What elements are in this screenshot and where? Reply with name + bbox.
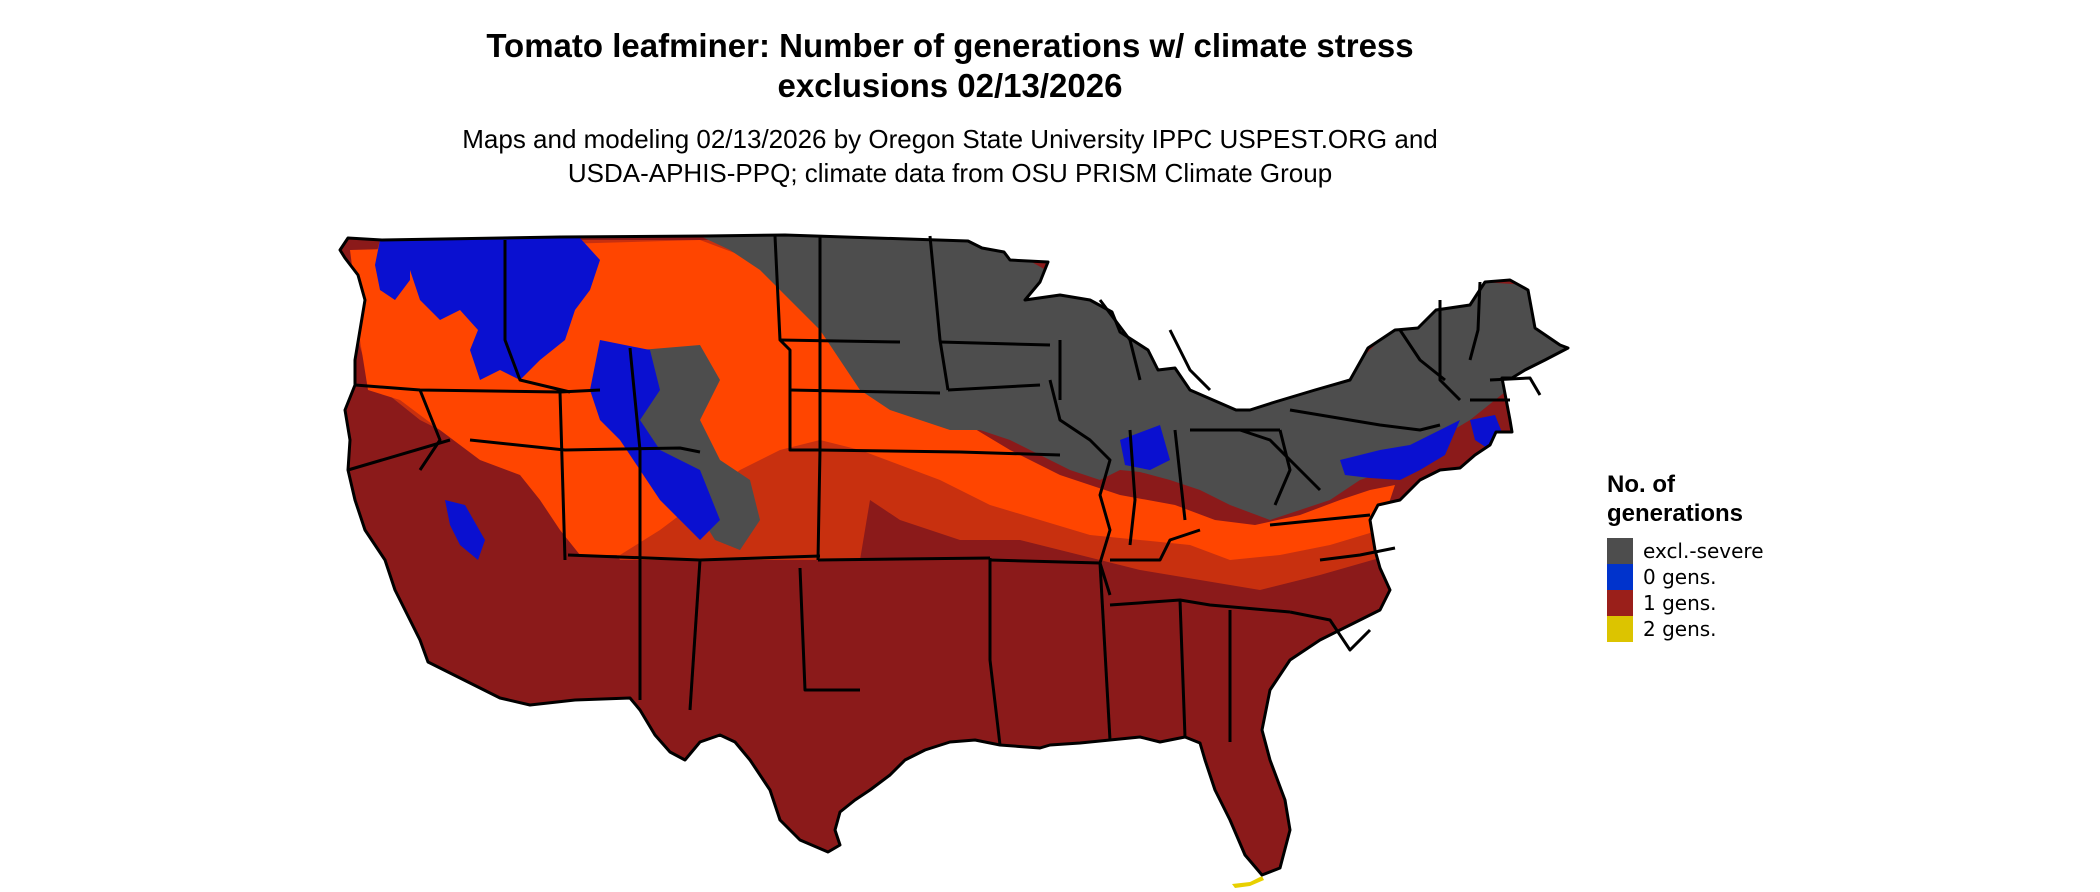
legend-item-1-gens: 1 gens. [1607, 590, 1827, 616]
zero-generation-central-rockies [590, 340, 720, 540]
map-title-line-2: exclusions 02/13/2026 [777, 67, 1123, 104]
legend-label-0-gens: 0 gens. [1643, 565, 1717, 589]
legend-swatch-0-gens [1607, 564, 1633, 590]
map-title-line-1: Tomato leafminer: Number of generations … [486, 27, 1414, 64]
legend-item-2-gens: 2 gens. [1607, 616, 1827, 642]
state-borders [338, 233, 1570, 877]
zero-generation-cascades [375, 240, 410, 300]
legend-label-1-gens: 1 gens. [1643, 591, 1717, 615]
legend-swatch-2-gens [1607, 616, 1633, 642]
two-generations-keys [1232, 876, 1264, 888]
generations-legend: No. of generations excl.-severe 0 gens. … [1607, 470, 1827, 642]
legend-title-line-2: generations [1607, 500, 1744, 527]
map-subtitle-line-2: USDA-APHIS-PPQ; climate data from OSU PR… [567, 158, 1333, 188]
legend-label-2-gens: 2 gens. [1643, 617, 1717, 641]
zero-generation-appalachians [1340, 420, 1460, 480]
legend-swatch-excluded [1607, 538, 1633, 564]
legend-title: No. of generations [1607, 470, 1827, 528]
legend-item-excluded: excl.-severe [1607, 538, 1827, 564]
legend-item-0-gens: 0 gens. [1607, 564, 1827, 590]
legend-label-excluded: excl.-severe [1643, 539, 1764, 563]
zero-generation-sierra [445, 500, 485, 560]
map-subtitle-line-1: Maps and modeling 02/13/2026 by Oregon S… [462, 124, 1438, 154]
legend-items: excl.-severe 0 gens. 1 gens. 2 gens. [1607, 538, 1827, 642]
excluded-region [700, 236, 1568, 520]
excluded-mountain-patch [630, 345, 760, 550]
one-generation-light-band [350, 240, 1395, 560]
legend-swatch-1-gens [1607, 590, 1633, 616]
legend-title-line-1: No. of [1607, 471, 1675, 498]
